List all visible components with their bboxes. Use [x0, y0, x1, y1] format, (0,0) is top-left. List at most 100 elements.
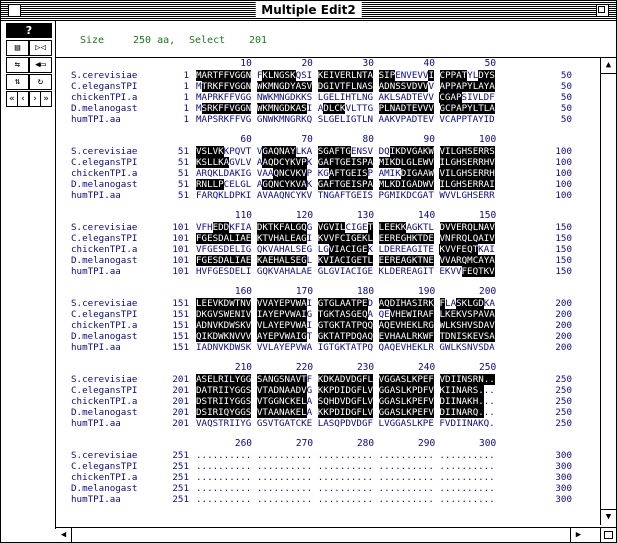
sequence-residues[interactable]: QIKDWKNVVV AYEPVWAIGT GKTATPDQAQ EVHAALR… [196, 331, 495, 342]
sequence-residues[interactable]: .......... .......... .......... .......… [196, 483, 495, 494]
sequence-row[interactable]: S.cerevisiae 201 ASELRILYGG SANGSNAVTF KDK… [56, 374, 600, 385]
sequence-residues[interactable]: MAPRKFFVGG NWKMNGDKKS LGELIHTLNG AKLSADT… [196, 92, 495, 103]
sequence-row[interactable]: C.elegansTPI 1 MTRKFFVGGN WKMNGDYASV DGIVT… [56, 81, 600, 92]
sequence-row[interactable]: D.melanogast 1 MSRKFFVGGN WKMNGDKASI ADLCK… [56, 103, 600, 114]
sequence-name[interactable]: humTPI.aa [71, 494, 121, 505]
sequence-name[interactable]: S.cerevisiae [71, 70, 138, 81]
scroll-left-icon[interactable]: ◀ [56, 528, 72, 542]
sequence-residues[interactable]: LEEVKDWTNV VVAYEPVWAI GTGLAATPED AQDIHAS… [196, 298, 495, 309]
sequence-name[interactable]: C.elegansTPI [71, 157, 138, 168]
sequence-residues[interactable]: FGESDALIAE KTVHALEAGI KVVFCIGEKL EEREGHK… [196, 233, 495, 244]
sequence-residues[interactable]: DKGVSWENIV IAYEPVWAIG TGKTASGEQA QEVHEWI… [196, 309, 495, 320]
sequence-row[interactable]: S.cerevisiae 101 VFHEDDKFIA DKTKFALGQG VGV… [56, 222, 600, 233]
sequence-residues[interactable]: MAPSRKFFVG GNWKMNGRKQ SLGELIGTLN AAKVPAD… [196, 114, 495, 125]
sequence-residues[interactable]: ASELRILYGG SANGSNAVTF KDKADVDGFL VGGASLK… [196, 374, 495, 385]
sequence-residues[interactable]: MARTFFVGGN FKLNGSKQSI KEIVERLNTA SIPENVE… [196, 70, 495, 81]
sequence-residues[interactable]: VSLVKKPQVT VGAQNAYLKA SGAFTGENSV DQIKDVG… [196, 146, 495, 157]
flip-icon[interactable]: ⇅ [6, 74, 29, 90]
sequence-name[interactable]: humTPI.aa [71, 418, 121, 429]
sequence-residues[interactable]: VFGESDELIG QKVAHALSEG LGVIACIGEK LDEREAG… [196, 244, 495, 255]
sequence-row[interactable]: C.elegansTPI 251 .......... .......... ...… [56, 461, 600, 472]
sequence-name[interactable]: S.cerevisiae [71, 374, 138, 385]
merge-icon[interactable]: ▷◁ [29, 40, 52, 56]
sequence-residues[interactable]: IADNVKDWSK VVLAYEPVWA IGTGKTATPQ QAQEVHE… [196, 342, 495, 353]
sequence-row[interactable]: S.cerevisiae 151 LEEVKDWTNV VVAYEPVWAI GTG… [56, 298, 600, 309]
sequence-row[interactable]: D.melanogast 51 RNLLPCELGL AGQNCYKVAK GAFT… [56, 179, 600, 190]
sequence-name[interactable]: chickenTPI.a [71, 396, 138, 407]
sequence-row[interactable]: chickenTPI.a 251 .......... .......... ...… [56, 472, 600, 483]
sequence-name[interactable]: S.cerevisiae [71, 146, 138, 157]
sequence-name[interactable]: chickenTPI.a [71, 472, 138, 483]
sequence-name[interactable]: chickenTPI.a [71, 320, 138, 331]
scroll-right-icon[interactable]: ▶ [570, 528, 586, 542]
sequence-row[interactable]: S.cerevisiae 251 .......... .......... ...… [56, 450, 600, 461]
zoom-box-icon[interactable] [596, 4, 609, 17]
sequence-residues[interactable]: FARQKLDPKI AVAAQNCYKV TNGAFTGEIS PGMIKDC… [196, 190, 495, 201]
sequence-residues[interactable]: .......... .......... .......... .......… [196, 472, 495, 483]
help-button[interactable]: ? [6, 23, 52, 38]
sequence-row[interactable]: chickenTPI.a 151 ADNVKDWSKV VLAYEPVWAI GTG… [56, 320, 600, 331]
sequence-row[interactable]: chickenTPI.a 101 VFGESDELIG QKVAHALSEG LGV… [56, 244, 600, 255]
sequence-row[interactable]: D.melanogast 151 QIKDWKNVVV AYEPVWAIGT GKT… [56, 331, 600, 342]
vertical-scrollbar[interactable]: ▲ ▼ [600, 58, 616, 525]
layout-icon[interactable]: ▤ [6, 40, 29, 56]
sequence-row[interactable]: C.elegansTPI 151 DKGVSWENIV IAYEPVWAIG TGK… [56, 309, 600, 320]
sequence-row[interactable]: humTPI.aa 1 MAPSRKFFVG GNWKMNGRKQ SLGELIGT… [56, 114, 600, 125]
sequence-name[interactable]: D.melanogast [71, 483, 138, 494]
sequence-row[interactable]: D.melanogast 251 .......... .......... ...… [56, 483, 600, 494]
sequence-residues[interactable]: DSIRIQYGGS VTAANAKELA KKPDIDGFLV GGASLKP… [196, 407, 495, 418]
sequence-residues[interactable]: RNLLPCELGL AGQNCYKVAK GAFTGEISPA MLKDIGA… [196, 179, 495, 190]
sequence-residues[interactable]: KSLLKAGVLV AAQDCYKVPK GAFTGEISPA MIKDLGL… [196, 157, 495, 168]
sequence-name[interactable]: S.cerevisiae [71, 450, 138, 461]
sequence-name[interactable]: C.elegansTPI [71, 81, 138, 92]
sequence-residues[interactable]: ADNVKDWSKV VLAYEPVWAI GTGKTATPQQ AQEVHEK… [196, 320, 495, 331]
sequence-row[interactable]: humTPI.aa 251 .......... .......... ......… [56, 494, 600, 505]
sequence-name[interactable]: D.melanogast [71, 407, 138, 418]
prev-icon[interactable]: ‹ [17, 91, 29, 107]
scroll-up-icon[interactable]: ▲ [601, 58, 616, 74]
sequence-residues[interactable]: ARQKLDAKIG VAAQNCVKVP KGAFTGEISP AMIKDIG… [196, 168, 495, 179]
sequence-name[interactable]: C.elegansTPI [71, 385, 138, 396]
sequence-row[interactable]: C.elegansTPI 51 KSLLKAGVLV AAQDCYKVPK GAFT… [56, 157, 600, 168]
sequence-row[interactable]: humTPI.aa 101 HVFGESDELI GQKVAHALAE GLGVIA… [56, 266, 600, 277]
title-bar[interactable]: Multiple Edit2 [1, 1, 616, 21]
resize-box-icon[interactable] [600, 527, 616, 542]
slide-icon[interactable]: ⇆ [6, 57, 29, 73]
refresh-icon[interactable]: ↻ [29, 74, 52, 90]
sequence-residues[interactable]: VAQSTRIIYG GSVTGATCKE LASQPDVDGF LVGGASL… [196, 418, 495, 429]
sequence-name[interactable]: humTPI.aa [71, 114, 121, 125]
sequence-residues[interactable]: DSTRIIYGGS VTGGNCKELA SQHDVDGFLV GGASLKP… [196, 396, 495, 407]
scroll-down-icon[interactable]: ▼ [601, 509, 616, 525]
arrow-left-icon[interactable]: ◀▭ [29, 57, 52, 73]
sequence-residues[interactable]: MSRKFFVGGN WKMNGDKASI ADLCKVLTTG PLNADTE… [196, 103, 495, 114]
sequence-name[interactable]: D.melanogast [71, 179, 138, 190]
sequence-residues[interactable]: .......... .......... .......... .......… [196, 461, 495, 472]
alignment-view[interactable]: 10 20 30 40 50 S.cerevisiae 1 MARTFFVGGN FKLNGS… [56, 58, 600, 525]
close-box-icon[interactable] [8, 4, 21, 17]
sequence-residues[interactable]: FGESDALIAE KAEHALSEGL KVIACIGETL EEREAGK… [196, 255, 495, 266]
sequence-name[interactable]: C.elegansTPI [71, 233, 138, 244]
sequence-name[interactable]: C.elegansTPI [71, 309, 138, 320]
sequence-name[interactable]: humTPI.aa [71, 190, 121, 201]
sequence-name[interactable]: chickenTPI.a [71, 244, 138, 255]
sequence-name[interactable]: humTPI.aa [71, 266, 121, 277]
sequence-name[interactable]: S.cerevisiae [71, 222, 138, 233]
sequence-row[interactable]: chickenTPI.a 1 MAPRKFFVGG NWKMNGDKKS LGELI… [56, 92, 600, 103]
sequence-row[interactable]: D.melanogast 101 FGESDALIAE KAEHALSEGL KVI… [56, 255, 600, 266]
sequence-name[interactable]: humTPI.aa [71, 342, 121, 353]
sequence-row[interactable]: humTPI.aa 51 FARQKLDPKI AVAAQNCYKV TNGAFTG… [56, 190, 600, 201]
sequence-name[interactable]: C.elegansTPI [71, 461, 138, 472]
sequence-row[interactable]: C.elegansTPI 201 DATRIIYGGS VTADNAADVG KKP… [56, 385, 600, 396]
sequence-row[interactable]: humTPI.aa 151 IADNVKDWSK VVLAYEPVWA IGTGKT… [56, 342, 600, 353]
sequence-row[interactable]: S.cerevisiae 51 VSLVKKPQVT VGAQNAYLKA SGAF… [56, 146, 600, 157]
sequence-row[interactable]: chickenTPI.a 51 ARQKLDAKIG VAAQNCVKVP KGAF… [56, 168, 600, 179]
sequence-name[interactable]: chickenTPI.a [71, 168, 138, 179]
sequence-row[interactable]: D.melanogast 201 DSIRIQYGGS VTAANAKELA KKP… [56, 407, 600, 418]
sequence-name[interactable]: D.melanogast [71, 255, 138, 266]
sequence-name[interactable]: chickenTPI.a [71, 92, 138, 103]
sequence-residues[interactable]: DATRIIYGGS VTADNAADVG KKPDIDGFLV GGASLKP… [196, 385, 495, 396]
sequence-row[interactable]: S.cerevisiae 1 MARTFFVGGN FKLNGSKQSI KEIVE… [56, 70, 600, 81]
sequence-row[interactable]: humTPI.aa 201 VAQSTRIIYG GSVTGATCKE LASQPD… [56, 418, 600, 429]
sequence-residues[interactable]: VFHEDDKFIA DKTKFALGQG VGVILCIGET LEEKKAG… [196, 222, 495, 233]
sequence-residues[interactable]: HVFGESDELI GQKVAHALAE GLGVIACIGE KLDEREA… [196, 266, 495, 277]
